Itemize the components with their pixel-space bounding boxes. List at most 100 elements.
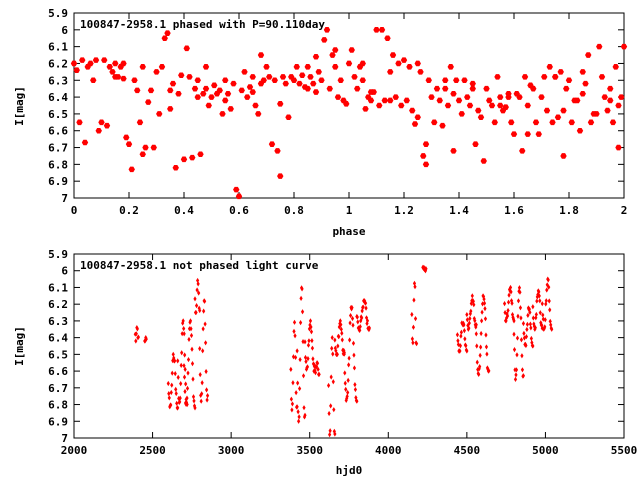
unphased-data-point [336, 343, 340, 349]
phased-data-point [112, 74, 119, 80]
unphased-data-point [187, 336, 191, 343]
unphased-data-point [422, 264, 426, 270]
unphased-data-point [458, 343, 463, 349]
unphased-data-point [307, 326, 312, 332]
phased-data-point [70, 60, 78, 67]
unphased-data-point [301, 339, 305, 345]
phased-data-point [348, 47, 355, 53]
phased-data-point [491, 119, 498, 126]
phased-data-point [343, 101, 350, 107]
phased-data-point [447, 64, 454, 70]
unphased-data-point [484, 344, 489, 350]
unphased-data-point [317, 371, 321, 377]
phased-data-point [549, 119, 556, 126]
phased-data-point [79, 57, 86, 63]
phased-y-tick-label: 6.7 [48, 142, 68, 155]
unphased-data-point [545, 287, 549, 293]
unphased-data-point [413, 284, 417, 290]
phased-data-point [367, 97, 375, 104]
unphased-data-point [410, 336, 414, 342]
unphased-data-point [485, 351, 489, 357]
unphased-data-point [181, 318, 185, 324]
unphased-data-point [331, 379, 335, 385]
phased-data-point [233, 186, 240, 193]
phased-data-point [510, 131, 518, 137]
unphased-data-point [350, 315, 355, 322]
unphased-data-point [459, 333, 463, 339]
phased-data-point [326, 85, 333, 92]
phased-data-point [312, 89, 320, 95]
unphased-data-point [515, 352, 519, 358]
unphased-data-point [296, 409, 300, 415]
unphased-data-point [308, 318, 313, 324]
unphased-data-point [310, 337, 314, 344]
unphased-data-point [465, 311, 469, 318]
phased-data-point [436, 97, 443, 104]
phased-data-point [230, 80, 237, 87]
phased-data-point [186, 74, 193, 80]
unphased-data-point [315, 360, 320, 366]
phased-data-point [175, 90, 182, 97]
unphased-plot-frame [73, 253, 625, 439]
phased-data-point [241, 69, 248, 75]
unphased-data-point [143, 338, 147, 344]
unphased-data-point [176, 374, 180, 380]
unphased-data-point [307, 338, 311, 344]
phased-data-point [290, 77, 298, 84]
phased-data-point [406, 64, 413, 70]
phased-data-point [103, 122, 111, 129]
phased-y-axis-label: I[mag] [13, 86, 26, 126]
unphased-data-point [193, 296, 197, 302]
phased-data-point [150, 144, 157, 151]
unphased-data-point [348, 337, 352, 343]
unphased-data-point [291, 380, 295, 386]
unphased-data-point [191, 376, 195, 382]
unphased-y-tick-label: 6.9 [48, 415, 68, 428]
phased-data-point [574, 97, 581, 104]
unphased-data-point [332, 407, 336, 413]
unphased-data-point [205, 397, 209, 403]
unphased-data-point [518, 305, 523, 311]
phased-data-point [296, 80, 303, 87]
phased-data-point [279, 74, 287, 80]
unphased-data-point [549, 322, 553, 328]
unphased-data-point [134, 338, 138, 344]
phased-x-tick-label: 1 [346, 204, 353, 217]
unphased-data-point [536, 291, 540, 298]
phased-data-point [554, 114, 562, 121]
phased-data-point [81, 139, 89, 146]
unphased-data-point [540, 325, 544, 331]
unphased-y-tick-label: 6.1 [48, 281, 68, 294]
phased-data-point [282, 80, 289, 87]
unphased-data-point [456, 338, 460, 344]
phased-data-point [315, 69, 322, 75]
unphased-data-point [337, 334, 341, 340]
unphased-data-point [466, 322, 470, 329]
unphased-data-point [514, 372, 518, 378]
unphased-data-point [199, 398, 203, 404]
unphased-data-point [136, 334, 141, 340]
unphased-data-point [191, 394, 196, 400]
unphased-data-point [506, 299, 511, 305]
unphased-data-point [196, 281, 200, 287]
phased-data-point [587, 119, 595, 126]
phased-data-point [197, 151, 204, 158]
unphased-data-point [472, 315, 476, 322]
phased-data-point [373, 27, 380, 33]
phased-data-point [414, 114, 421, 121]
unphased-data-point [303, 412, 307, 418]
unphased-data-point [289, 396, 293, 402]
unphased-x-tick-label: 4500 [454, 444, 481, 457]
unphased-y-tick-label: 5.9 [48, 248, 68, 261]
phased-data-point [596, 43, 603, 50]
phased-data-point [598, 74, 606, 80]
phased-data-point [532, 119, 540, 126]
unphased-data-point [531, 343, 535, 349]
unphased-data-point [487, 368, 491, 374]
phased-data-point [477, 114, 485, 121]
phased-data-point [128, 166, 135, 173]
unphased-data-point [340, 330, 344, 336]
unphased-data-point [326, 382, 331, 389]
unphased-data-point [480, 318, 484, 324]
unphased-data-point [543, 324, 547, 330]
